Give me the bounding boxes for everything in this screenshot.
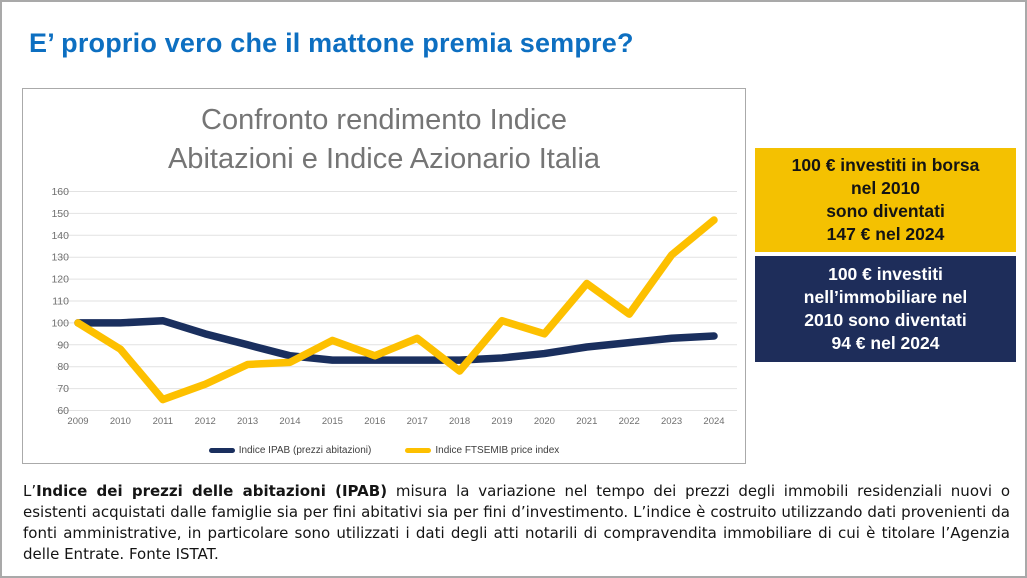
line-chart: 60 70 80 90 100 110 120 130 140 150 160 2009 2010 201…	[51, 186, 737, 427]
stock-callout: 100 € investiti in borsa nel 2010 sono d…	[755, 148, 1016, 252]
x-tick-label: 2014	[279, 416, 300, 427]
x-tick-label: 2011	[153, 416, 173, 427]
y-tick-label: 60	[57, 405, 69, 417]
ipab-line-swatch-icon	[208, 448, 235, 453]
legend-label-ftsemib: Indice FTSEMIB price index	[435, 445, 560, 456]
ipab-line	[74, 316, 718, 364]
legend-item-ipab: Indice IPAB (prezzi abitazioni)	[208, 445, 372, 456]
ipab-footnote: L’Indice dei prezzi delle abitazioni (IP…	[23, 481, 1010, 565]
y-tick-label: 80	[57, 361, 69, 373]
housing-callout: 100 € investiti nell’immobiliare nel 201…	[755, 256, 1016, 362]
x-tick-label: 2018	[449, 416, 470, 427]
legend-item-ftsemib: Indice FTSEMIB price index	[405, 445, 559, 456]
x-tick-label: 2015	[322, 416, 343, 427]
y-tick-label: 150	[51, 208, 69, 220]
y-tick-label: 120	[51, 274, 69, 286]
x-tick-label: 2019	[491, 416, 512, 427]
x-tick-label: 2016	[364, 416, 385, 427]
footnote-bold: Indice dei prezzi delle abitazioni (IPAB…	[36, 482, 388, 500]
y-tick-label: 70	[57, 383, 69, 395]
x-tick-label: 2024	[703, 416, 724, 427]
chart-panel: 60 70 80 90 100 110 120 130 140 150 160 2009 2010 201…	[22, 88, 746, 464]
legend-label-ipab: Indice IPAB (prezzi abitazioni)	[238, 445, 372, 456]
footnote-prefix: L’	[23, 482, 37, 500]
housing-callout-text: 100 € investiti nell’immobiliare nel 201…	[803, 263, 968, 354]
y-tick-label: 90	[57, 339, 69, 351]
y-tick-label: 140	[51, 230, 69, 242]
x-tick-label: 2017	[407, 416, 428, 427]
x-tick-label: 2020	[534, 416, 555, 427]
y-tick-label: 160	[51, 186, 69, 198]
x-tick-label: 2010	[110, 416, 131, 427]
y-tick-label: 110	[52, 296, 69, 308]
chart-legend: Indice IPAB (prezzi abitazioni) Indice F…	[23, 445, 745, 456]
x-tick-label: 2021	[576, 416, 597, 427]
ftsemib-line-swatch-icon	[405, 448, 432, 453]
x-tick-label: 2009	[67, 416, 88, 427]
chart-title: Confronto rendimento Indice Abitazioni e…	[23, 101, 745, 179]
ftsemib-line	[74, 216, 718, 404]
y-tick-label: 130	[51, 252, 69, 264]
x-tick-label: 2012	[195, 416, 216, 427]
x-tick-label: 2023	[661, 416, 682, 427]
slide-title: E’ proprio vero che il mattone premia se…	[29, 28, 634, 58]
x-tick-label: 2013	[237, 416, 258, 427]
chart-title-line2: Abitazioni e Indice Azionario Italia	[167, 143, 601, 175]
chart-title-line1: Confronto rendimento Indice	[201, 104, 567, 136]
x-tick-label: 2022	[619, 416, 640, 427]
footnote-rest: misura la variazione nel tempo dei prezz…	[23, 482, 1010, 563]
stock-callout-text: 100 € investiti in borsa nel 2010 sono d…	[791, 154, 980, 245]
y-tick-label: 100	[51, 317, 69, 329]
